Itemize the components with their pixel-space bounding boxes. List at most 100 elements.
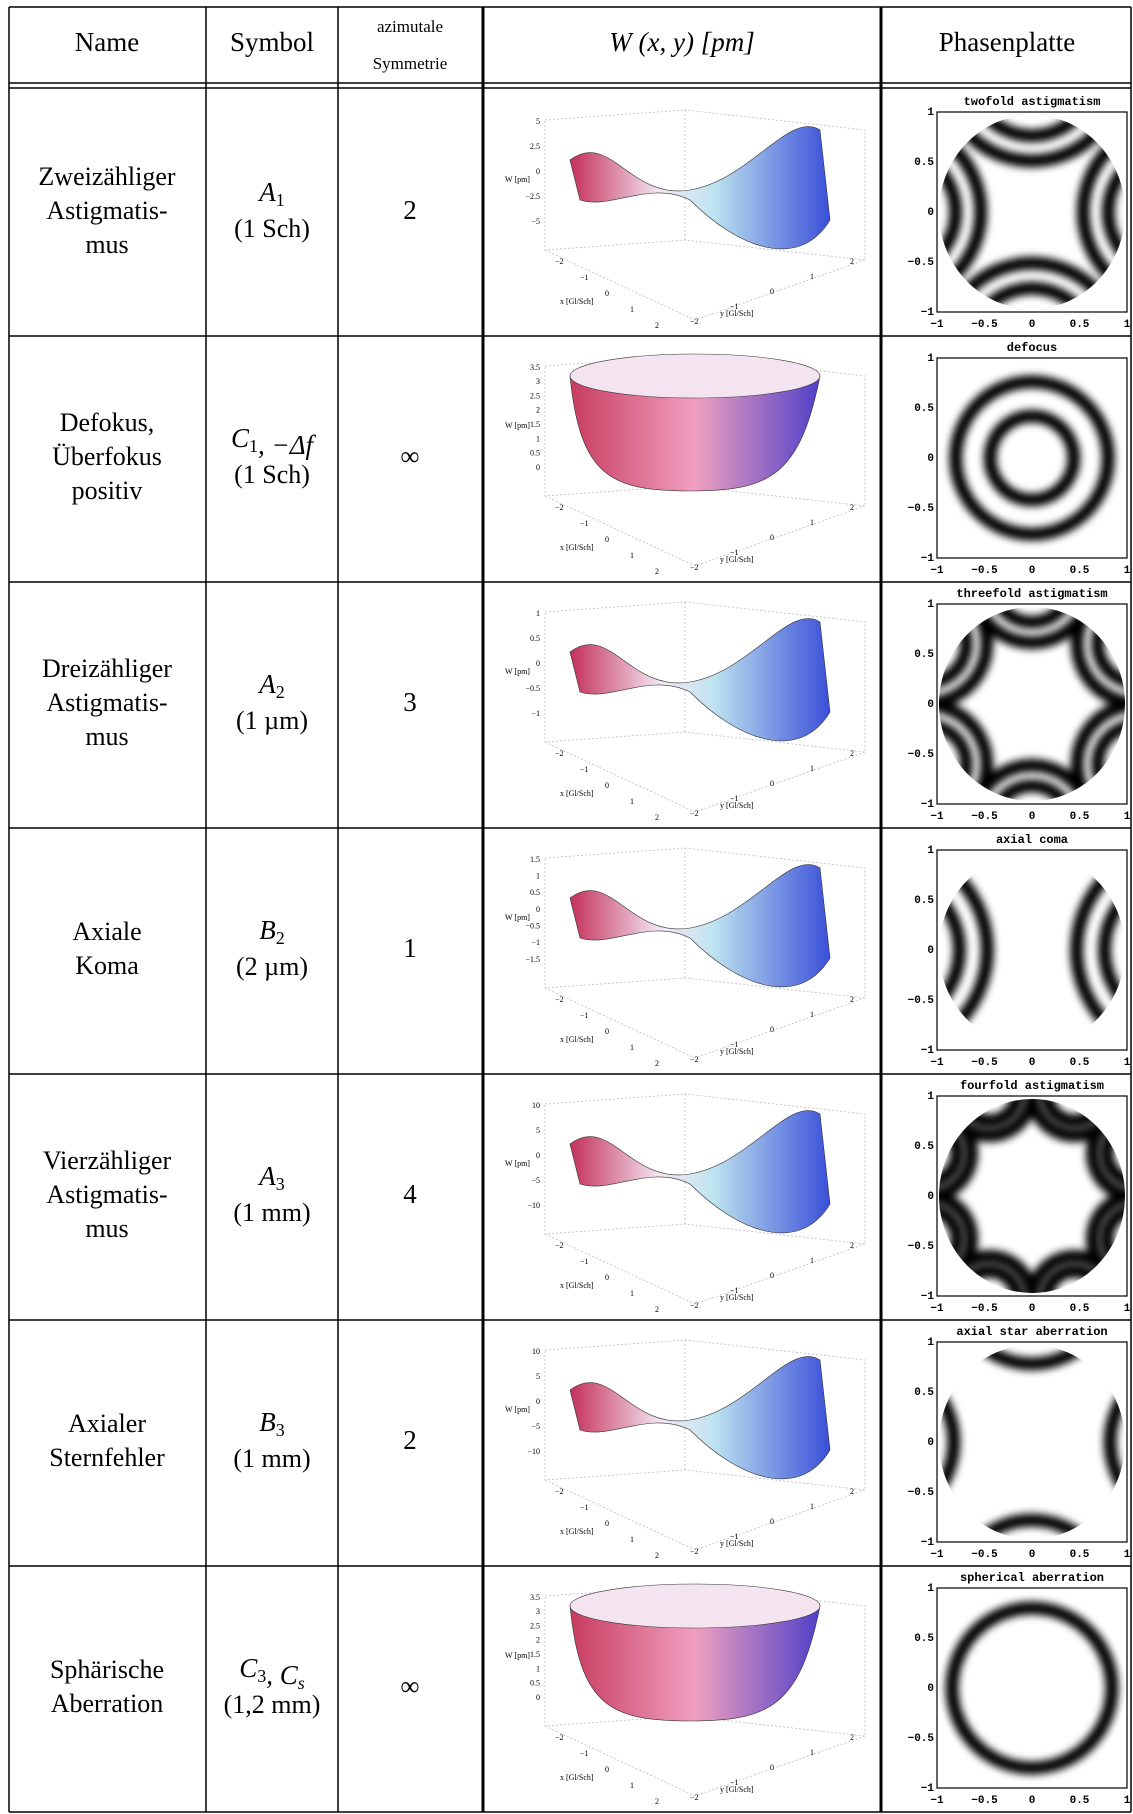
plate-y-tick: 1 [927, 1583, 934, 1595]
aberration-name: Defokus, [60, 408, 155, 437]
plot-x-tick: 0 [605, 1765, 609, 1774]
plate-y-tick: 1 [927, 599, 934, 611]
plot-y-label: y [Gl/Sch] [720, 555, 754, 564]
symbol-unit: (1 µm) [236, 706, 308, 735]
plot-z-tick: 2 [536, 406, 540, 415]
plot-z-tick: 0 [536, 905, 540, 914]
plate-x-tick: 0.5 [1070, 1549, 1090, 1561]
plot-z-tick: 2.5 [530, 1621, 540, 1630]
surface-plot [545, 110, 865, 320]
plot-z-tick: 0.5 [530, 888, 540, 897]
plot-z-tick: 10 [532, 1101, 540, 1110]
aberration-name: mus [85, 1214, 128, 1243]
plate-x-tick: −0.5 [971, 811, 998, 823]
plot-z-tick: 1 [536, 609, 540, 618]
plot-x-tick: 0 [605, 1273, 609, 1282]
plate-x-tick: 1 [1124, 319, 1131, 331]
plate-x-tick: 1 [1124, 1795, 1131, 1807]
plate-x-tick: −0.5 [971, 1549, 998, 1561]
symmetry: 4 [403, 1179, 417, 1209]
plot-x-tick: 1 [630, 1535, 634, 1544]
symbol-unit: (1 mm) [233, 1444, 310, 1473]
plot-x-tick: −2 [555, 503, 564, 512]
surface [570, 1110, 830, 1233]
plot-x-label: x [Gl/Sch] [560, 297, 594, 306]
plate-y-tick: −1 [921, 1291, 935, 1303]
plate-y-tick: −0.5 [908, 1241, 935, 1253]
plot-y-label: y [Gl/Sch] [720, 1293, 754, 1302]
symbol-part: B [259, 1407, 276, 1437]
plot-y-label: y [Gl/Sch] [720, 309, 754, 318]
symbol-sub: 3 [257, 1666, 266, 1686]
plate-y-tick: −1 [921, 799, 935, 811]
symmetry: 1 [403, 933, 417, 963]
plot-z-tick: 5 [536, 117, 540, 126]
phase-pattern [868, 524, 1133, 885]
header-name: Name [75, 27, 139, 57]
aberration-name: Vierzähliger [43, 1146, 172, 1175]
aberration-name: Axiale [72, 917, 141, 946]
plot-x-tick: 0 [605, 1519, 609, 1528]
plot-y-tick: 1 [810, 518, 814, 527]
surface-plot [545, 1340, 865, 1550]
plot-y-tick: 0 [770, 1517, 774, 1526]
plot-y-tick: 2 [850, 257, 854, 266]
plot-x-tick: 1 [630, 797, 634, 806]
plot-x-tick: 1 [630, 1781, 634, 1790]
plot-z-tick: 0.5 [530, 1679, 540, 1688]
plot-y-tick: −2 [690, 1547, 699, 1556]
surface-plot [545, 602, 865, 812]
aberration-name: Axialer [68, 1409, 146, 1438]
plot-x-tick: −1 [580, 765, 589, 774]
plate-x-tick: 1 [1124, 1303, 1131, 1315]
symmetry: ∞ [400, 441, 419, 471]
plot-y-tick: 2 [850, 995, 854, 1004]
symbol-sub: 2 [276, 682, 285, 702]
plot-z-tick: 3 [536, 1607, 540, 1616]
symbol-part: B [259, 915, 276, 945]
symbol-part: , [266, 1660, 280, 1690]
plate-y-tick: −1 [921, 553, 935, 565]
plot-x-tick: −2 [555, 1733, 564, 1742]
symbol-sub: 1 [276, 190, 285, 210]
surface [570, 864, 830, 987]
plot-x-tick: −1 [580, 1749, 589, 1758]
symbol: B3 [259, 1407, 285, 1440]
plot-x-tick: −1 [580, 1503, 589, 1512]
symbol: C1, −Δf [231, 423, 317, 460]
plot-z-tick: 0 [536, 1397, 540, 1406]
plot-z-tick: 5 [536, 1372, 540, 1381]
plot-y-tick: −2 [690, 563, 699, 572]
plot-z-tick: 0.5 [530, 634, 540, 643]
plate-y-tick: 0 [927, 699, 934, 711]
plot-x-label: x [Gl/Sch] [560, 1281, 594, 1290]
plate-y-tick: −0.5 [908, 503, 935, 515]
plot-y-label: y [Gl/Sch] [720, 1785, 754, 1794]
plot-x-tick: −1 [580, 273, 589, 282]
plot-y-tick: 2 [850, 503, 854, 512]
plot-z-tick: −0.5 [525, 684, 540, 693]
plot-z-tick: 1.5 [530, 420, 540, 429]
aberration-name: Sternfehler [49, 1443, 165, 1472]
plot-x-tick: 0 [605, 781, 609, 790]
plate-y-tick: −0.5 [908, 257, 935, 269]
surface-rim [570, 354, 820, 398]
plate-x-tick: −0.5 [971, 1303, 998, 1315]
plate-y-tick: 0 [927, 1437, 934, 1449]
plot-z-tick: −2.5 [525, 192, 540, 201]
plot-x-tick: −2 [555, 257, 564, 266]
symbol-part: A [257, 177, 276, 207]
plot-x-tick: 0 [605, 289, 609, 298]
plot-x-tick: −2 [555, 1487, 564, 1496]
plate-y-tick: −0.5 [908, 1733, 935, 1745]
plot-z-tick: 0 [536, 1151, 540, 1160]
plot-z-tick: 2.5 [530, 142, 540, 151]
plate-y-tick: −0.5 [908, 749, 935, 761]
plot-x-tick: 2 [655, 1305, 659, 1314]
plot-z-tick: −1.5 [525, 955, 540, 964]
plot-y-tick: 0 [770, 779, 774, 788]
plot-x-tick: 1 [630, 305, 634, 314]
plate-y-tick: 0.5 [914, 1387, 934, 1399]
aberration-name: Zweizähliger [38, 162, 175, 191]
plot-x-tick: 2 [655, 567, 659, 576]
